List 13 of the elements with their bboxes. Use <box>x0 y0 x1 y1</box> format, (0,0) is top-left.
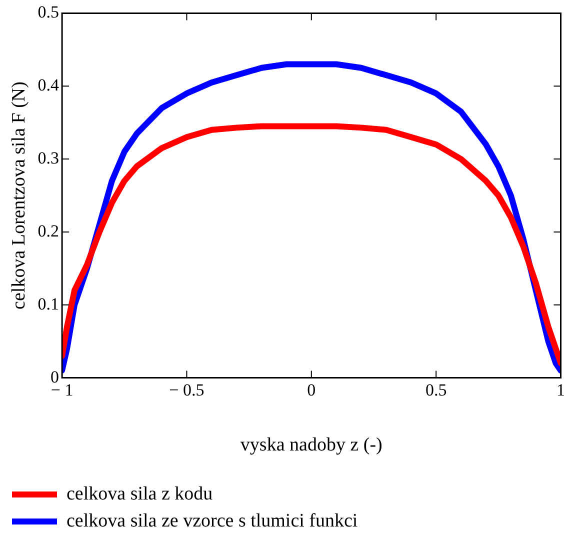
y-tick-label: 0.1 <box>38 294 60 314</box>
x-tick-label: − 0.5 <box>169 380 204 400</box>
y-tick-label: 0.4 <box>38 76 60 95</box>
y-axis-title: celkova Lorentzova sila F (N) <box>8 82 30 310</box>
x-tick-label: 0 <box>307 380 316 400</box>
y-tick-label: 0.5 <box>38 2 60 22</box>
y-tick-label: 0.2 <box>38 221 60 240</box>
y-tick-label: 0.3 <box>38 148 60 168</box>
x-tick-label: 1 <box>556 380 565 400</box>
legend-label: celkova sila ze vzorce s tlumici funkci <box>66 510 358 532</box>
x-axis-title: vyska nadoby z (-) <box>240 434 382 456</box>
x-tick-label: 0.5 <box>425 380 447 400</box>
legend-label: celkova sila z kodu <box>66 483 214 504</box>
